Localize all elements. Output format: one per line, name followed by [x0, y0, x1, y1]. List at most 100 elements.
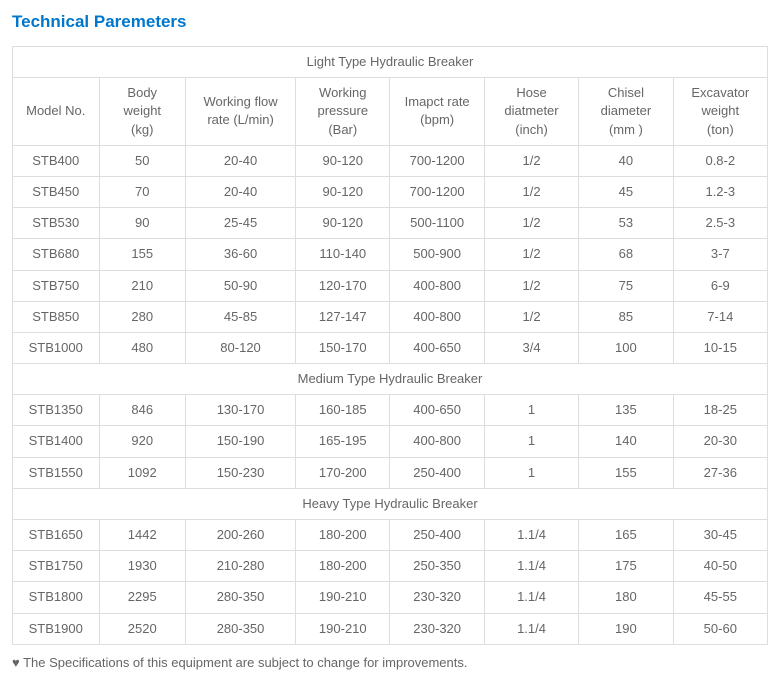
spec-table: Light Type Hydraulic BreakerModel No.Bod…	[12, 46, 768, 645]
cell: 846	[99, 395, 186, 426]
cell: 90	[99, 208, 186, 239]
cell: 75	[579, 270, 673, 301]
cell: 100	[579, 332, 673, 363]
cell: 150-190	[186, 426, 296, 457]
cell: 280-350	[186, 613, 296, 644]
cell: STB1400	[13, 426, 100, 457]
cell: 1/2	[484, 176, 578, 207]
table-row: STB5309025-4590-120500-11001/2532.5-3	[13, 208, 768, 239]
column-header: Imapct rate(bpm)	[390, 78, 484, 146]
column-header: Chiseldiameter(mm )	[579, 78, 673, 146]
table-row: STB4507020-4090-120700-12001/2451.2-3	[13, 176, 768, 207]
cell: 150-170	[296, 332, 390, 363]
cell: 20-40	[186, 176, 296, 207]
cell: 400-800	[390, 270, 484, 301]
table-row: STB4005020-4090-120700-12001/2400.8-2	[13, 145, 768, 176]
table-row: STB100048080-120150-170400-6503/410010-1…	[13, 332, 768, 363]
cell: 190	[579, 613, 673, 644]
table-row: STB19002520280-350190-210230-3201.1/4190…	[13, 613, 768, 644]
cell: 1/2	[484, 270, 578, 301]
cell: STB1800	[13, 582, 100, 613]
cell: 140	[579, 426, 673, 457]
cell: 250-350	[390, 551, 484, 582]
cell: 500-1100	[390, 208, 484, 239]
cell: STB1900	[13, 613, 100, 644]
cell: 18-25	[673, 395, 767, 426]
cell: 700-1200	[390, 145, 484, 176]
cell: 130-170	[186, 395, 296, 426]
cell: 1.1/4	[484, 613, 578, 644]
column-header: Workingpressure(Bar)	[296, 78, 390, 146]
cell: 120-170	[296, 270, 390, 301]
cell: 210-280	[186, 551, 296, 582]
cell: 165-195	[296, 426, 390, 457]
cell: 85	[579, 301, 673, 332]
cell: STB680	[13, 239, 100, 270]
cell: 280-350	[186, 582, 296, 613]
cell: STB850	[13, 301, 100, 332]
cell: 160-185	[296, 395, 390, 426]
column-header: Excavatorweight(ton)	[673, 78, 767, 146]
section-medium: Medium Type Hydraulic Breaker	[13, 364, 768, 395]
cell: 250-400	[390, 520, 484, 551]
cell: 90-120	[296, 208, 390, 239]
table-row: STB75021050-90120-170400-8001/2756-9	[13, 270, 768, 301]
section-heavy: Heavy Type Hydraulic Breaker	[13, 488, 768, 519]
cell: 45-55	[673, 582, 767, 613]
table-row: STB1350846130-170160-185400-650113518-25	[13, 395, 768, 426]
cell: 30-45	[673, 520, 767, 551]
cell: 1.2-3	[673, 176, 767, 207]
cell: 3-7	[673, 239, 767, 270]
cell: 280	[99, 301, 186, 332]
section-light: Light Type Hydraulic Breaker	[13, 47, 768, 78]
cell: 53	[579, 208, 673, 239]
column-header: Model No.	[13, 78, 100, 146]
cell: 400-800	[390, 301, 484, 332]
table-row: STB16501442200-260180-200250-4001.1/4165…	[13, 520, 768, 551]
cell: 250-400	[390, 457, 484, 488]
cell: 10-15	[673, 332, 767, 363]
cell: 165	[579, 520, 673, 551]
cell: 20-40	[186, 145, 296, 176]
cell: 180	[579, 582, 673, 613]
cell: 127-147	[296, 301, 390, 332]
table-row: STB18002295280-350190-210230-3201.1/4180…	[13, 582, 768, 613]
cell: 480	[99, 332, 186, 363]
cell: 700-1200	[390, 176, 484, 207]
cell: 50-90	[186, 270, 296, 301]
column-header: Bodyweight(kg)	[99, 78, 186, 146]
cell: 25-45	[186, 208, 296, 239]
cell: 1/2	[484, 239, 578, 270]
cell: 7-14	[673, 301, 767, 332]
cell: 70	[99, 176, 186, 207]
table-row: STB85028045-85127-147400-8001/2857-14	[13, 301, 768, 332]
column-header: Working flowrate (L/min)	[186, 78, 296, 146]
cell: 190-210	[296, 582, 390, 613]
cell: 1/2	[484, 301, 578, 332]
table-row: STB17501930210-280180-200250-3501.1/4175…	[13, 551, 768, 582]
cell: 110-140	[296, 239, 390, 270]
cell: STB1750	[13, 551, 100, 582]
cell: 155	[99, 239, 186, 270]
cell: 40-50	[673, 551, 767, 582]
cell: 2520	[99, 613, 186, 644]
cell: 0.8-2	[673, 145, 767, 176]
cell: 180-200	[296, 520, 390, 551]
table-row: STB15501092150-230170-200250-400115527-3…	[13, 457, 768, 488]
cell: 1	[484, 395, 578, 426]
footnote: ♥ The Specifications of this equipment a…	[12, 655, 768, 670]
cell: 180-200	[296, 551, 390, 582]
cell: 150-230	[186, 457, 296, 488]
cell: 1.1/4	[484, 520, 578, 551]
cell: 45-85	[186, 301, 296, 332]
cell: 50-60	[673, 613, 767, 644]
cell: 80-120	[186, 332, 296, 363]
cell: 190-210	[296, 613, 390, 644]
cell: 155	[579, 457, 673, 488]
cell: 1442	[99, 520, 186, 551]
cell: 230-320	[390, 613, 484, 644]
cell: 20-30	[673, 426, 767, 457]
cell: 90-120	[296, 176, 390, 207]
cell: 1	[484, 426, 578, 457]
cell: 200-260	[186, 520, 296, 551]
